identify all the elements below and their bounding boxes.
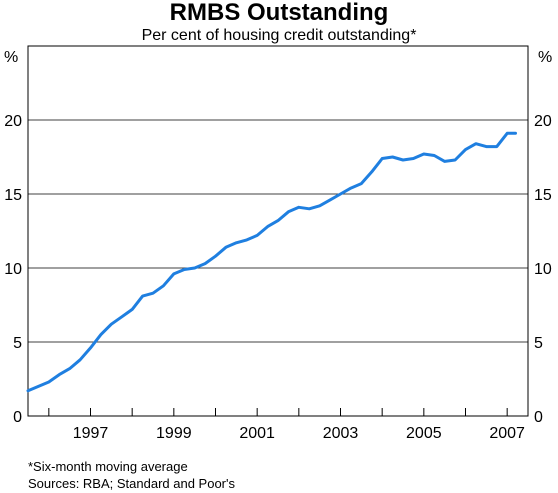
x-ticks xyxy=(48,408,508,416)
y-tick-label-left: 5 xyxy=(13,335,22,352)
y-tick-label-right: 5 xyxy=(534,335,543,352)
y-tick-label-right: 10 xyxy=(534,261,552,278)
chart-title: RMBS Outstanding xyxy=(169,0,389,26)
x-tick-label: 2001 xyxy=(239,425,275,442)
plot-frame xyxy=(27,45,529,417)
y-axis-unit-left: % xyxy=(4,49,18,66)
y-tick-labels: 0 0 5 5 10 10 15 15 20 20 xyxy=(4,113,552,426)
gridlines xyxy=(28,119,528,343)
y-tick-label-right: 15 xyxy=(534,187,552,204)
x-tick-label: 2003 xyxy=(323,425,359,442)
x-tick-labels: 1997 1999 2001 2003 2005 2007 xyxy=(73,425,525,442)
y-tick-label-left: 20 xyxy=(4,113,22,130)
x-tick-label: 2007 xyxy=(489,425,525,442)
x-tick-label: 1999 xyxy=(156,425,192,442)
x-tick-label: 1997 xyxy=(73,425,109,442)
y-tick-label-left: 15 xyxy=(4,187,22,204)
sources-note: Sources: RBA; Standard and Poor's xyxy=(28,476,235,491)
y-tick-label-right: 0 xyxy=(534,409,543,426)
y-tick-label-left: 10 xyxy=(4,261,22,278)
chart-subtitle: Per cent of housing credit outstanding* xyxy=(141,27,417,44)
footnote: *Six-month moving average xyxy=(28,459,188,474)
series-line xyxy=(26,131,517,393)
y-tick-label-left: 0 xyxy=(13,409,22,426)
y-axis-unit-right: % xyxy=(538,49,552,66)
y-tick-label-right: 20 xyxy=(534,113,552,130)
x-tick-label: 2005 xyxy=(406,425,442,442)
